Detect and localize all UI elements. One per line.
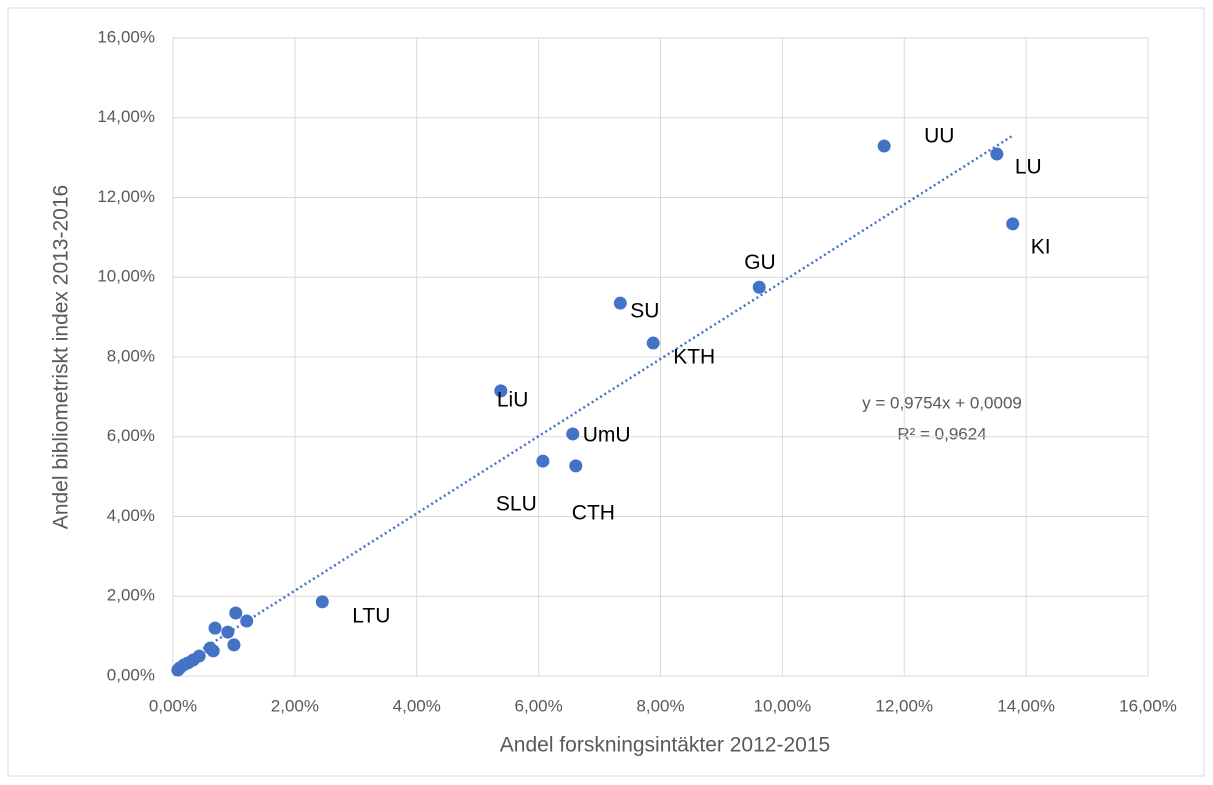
- y-tick-label: 8,00%: [107, 346, 155, 365]
- point: [494, 384, 508, 398]
- x-tick-label: 0,00%: [149, 696, 197, 715]
- point-label: GU: [744, 251, 776, 274]
- x-tick-label: 4,00%: [393, 696, 441, 715]
- y-axis-title: Andel bibliometriskt index 2013-2016: [50, 185, 73, 529]
- x-tick-label: 2,00%: [271, 696, 319, 715]
- y-tick-label: 16,00%: [97, 27, 155, 46]
- point: [569, 459, 583, 473]
- point-label: CTH: [572, 501, 615, 524]
- trend-r2: R² = 0,9624: [897, 424, 986, 443]
- point: [536, 454, 550, 468]
- point: [229, 606, 243, 620]
- point: [566, 427, 580, 441]
- point: [646, 336, 660, 350]
- point-label: SU: [630, 300, 659, 323]
- point-label: SLU: [496, 493, 537, 516]
- x-tick-label: 14,00%: [997, 696, 1055, 715]
- point-label: UU: [924, 125, 954, 148]
- point: [240, 614, 254, 628]
- y-tick-label: 12,00%: [97, 187, 155, 206]
- point: [752, 280, 766, 294]
- point-label: LTU: [352, 604, 390, 627]
- trend-equation: y = 0,9754x + 0,0009: [862, 393, 1022, 412]
- point: [171, 663, 185, 677]
- point: [221, 625, 235, 639]
- y-tick-label: 0,00%: [107, 665, 155, 684]
- point: [208, 621, 222, 635]
- point-label: LU: [1015, 156, 1042, 179]
- x-tick-label: 6,00%: [515, 696, 563, 715]
- point: [1006, 217, 1020, 231]
- point: [990, 147, 1004, 161]
- y-tick-label: 14,00%: [97, 107, 155, 126]
- y-tick-label: 6,00%: [107, 426, 155, 445]
- point: [877, 139, 891, 153]
- x-axis-title: Andel forskningsintäkter 2012-2015: [500, 734, 830, 757]
- y-tick-label: 4,00%: [107, 506, 155, 525]
- y-tick-label: 10,00%: [97, 267, 155, 286]
- x-tick-label: 12,00%: [875, 696, 933, 715]
- point-label: KTH: [673, 346, 715, 369]
- x-tick-label: 10,00%: [754, 696, 812, 715]
- point-label: LiU: [497, 388, 529, 411]
- x-tick-label: 8,00%: [636, 696, 684, 715]
- x-tick-label: 16,00%: [1119, 696, 1177, 715]
- point: [206, 644, 220, 658]
- point-label: UmU: [583, 424, 631, 447]
- point: [315, 595, 329, 609]
- point: [227, 638, 241, 652]
- point-label: KI: [1031, 235, 1051, 258]
- point: [613, 296, 627, 310]
- y-tick-label: 2,00%: [107, 586, 155, 605]
